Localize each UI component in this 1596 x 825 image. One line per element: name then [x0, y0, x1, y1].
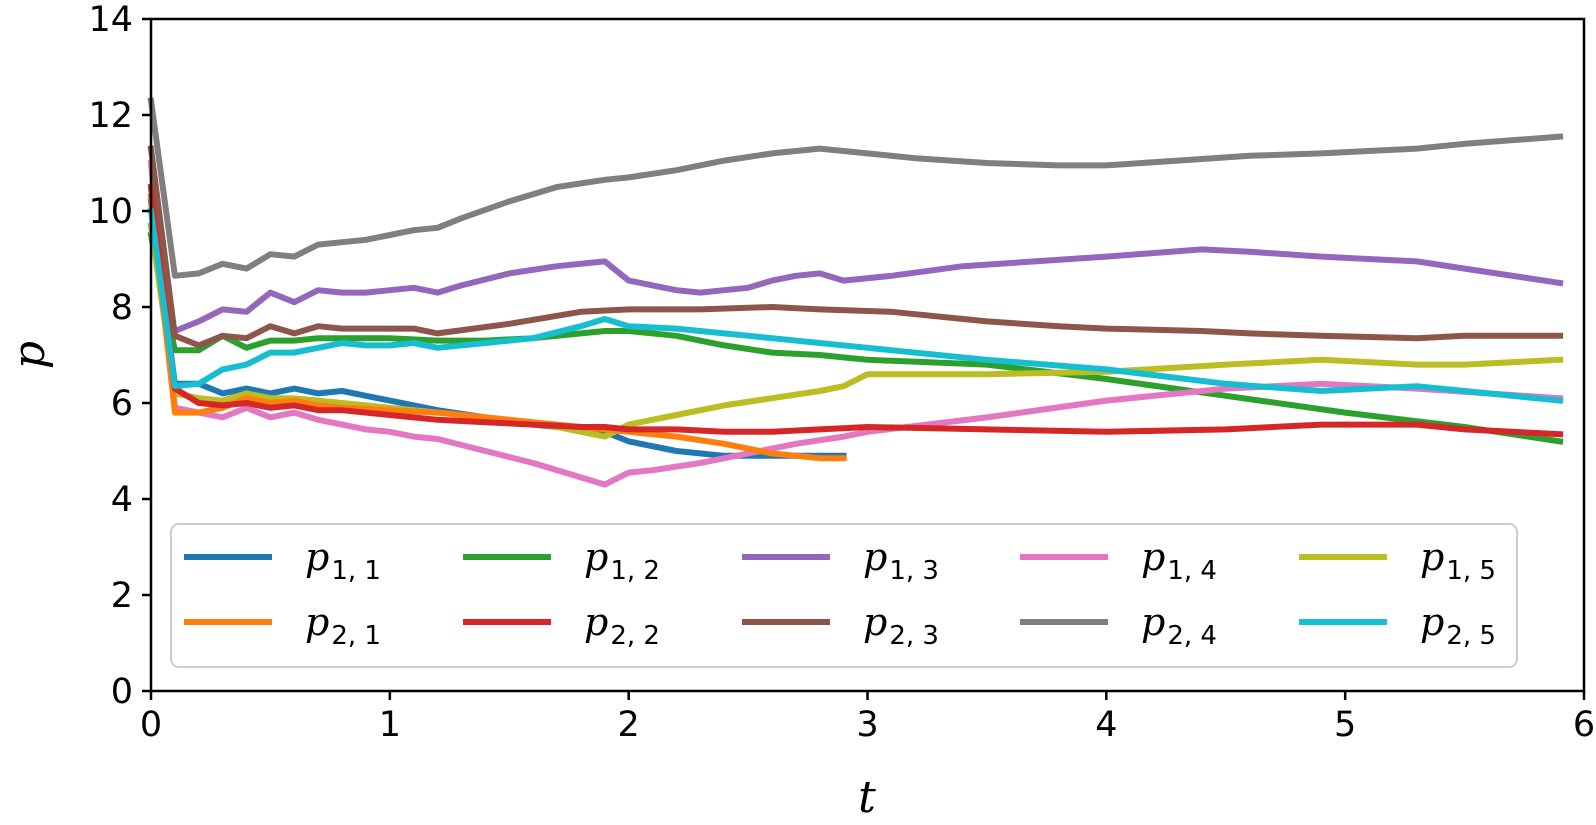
- y-tick-label: 12: [88, 96, 133, 136]
- legend-label-subscript: 2, 1: [331, 621, 381, 651]
- y-tick-label: 0: [111, 672, 133, 712]
- y-tick-label: 14: [88, 0, 133, 40]
- legend-label-base: p: [863, 535, 887, 579]
- legend-label: p2, 3: [863, 600, 939, 651]
- legend-label-base: p: [863, 600, 887, 644]
- legend-label-subscript: 2, 5: [1446, 621, 1496, 651]
- x-tick-label: 5: [1334, 705, 1356, 745]
- legend-label-base: p: [1141, 600, 1165, 644]
- x-axis-label: t: [858, 772, 876, 823]
- series-line-p1-3: [170, 246, 1564, 335]
- legend-label-subscript: 2, 4: [1167, 621, 1217, 651]
- legend-label-base: p: [305, 535, 329, 579]
- x-tick-label: 0: [140, 705, 162, 745]
- series-line-p2-3: [147, 145, 1564, 349]
- legend-label-subscript: 1, 5: [1446, 556, 1496, 586]
- legend-label: p2, 2: [584, 600, 660, 651]
- x-tick-label: 1: [379, 705, 401, 745]
- x-tick-label: 6: [1573, 705, 1595, 745]
- y-tick-label: 8: [111, 288, 133, 328]
- legend-label-base: p: [1420, 600, 1444, 644]
- legend-label-subscript: 1, 3: [889, 556, 939, 586]
- y-tick-label: 6: [111, 384, 133, 424]
- x-tick-label: 4: [1095, 705, 1117, 745]
- y-tick-label: 2: [111, 576, 133, 616]
- series-line-p1-4: [147, 159, 1564, 488]
- series-line-p1-1: [147, 198, 847, 459]
- x-tick-label: 2: [618, 705, 640, 745]
- legend-label-base: p: [584, 535, 608, 579]
- legend-label: p1, 4: [1141, 535, 1217, 586]
- legend-label-base: p: [305, 600, 329, 644]
- legend-label-base: p: [1420, 535, 1444, 579]
- legend-label-subscript: 2, 2: [610, 621, 660, 651]
- legend-label-subscript: 2, 3: [889, 621, 939, 651]
- legend-label: p2, 5: [1420, 600, 1496, 651]
- legend: p1, 1 p1, 2 p1, 3 p1, 4 p1, 5p2, 1 p2, 2 p2, 3…: [170, 523, 1518, 668]
- y-tick-label: 10: [88, 192, 133, 232]
- legend-label: p1, 2: [584, 535, 660, 586]
- y-axis-label: p: [4, 341, 55, 369]
- legend-label-subscript: 1, 2: [610, 556, 660, 586]
- legend-label: p2, 4: [1141, 600, 1217, 651]
- y-tick-label: 4: [111, 480, 133, 520]
- series-line-p2-2: [147, 183, 1564, 438]
- legend-label-subscript: 1, 4: [1167, 556, 1217, 586]
- legend-label-base: p: [584, 600, 608, 644]
- legend-label: p1, 1: [305, 535, 381, 586]
- series-line-p2-4: [147, 97, 1564, 279]
- legend-label-base: p: [1141, 535, 1165, 579]
- legend-label-subscript: 1, 1: [331, 556, 381, 586]
- x-tick-label: 3: [856, 705, 878, 745]
- legend-label: p2, 1: [305, 600, 381, 651]
- legend-label: p1, 5: [1420, 535, 1496, 586]
- series-line-p2-5: [147, 207, 1564, 404]
- series-lines: [147, 97, 1564, 488]
- legend-label: p1, 3: [863, 535, 939, 586]
- series-line-p1-5: [147, 222, 1564, 440]
